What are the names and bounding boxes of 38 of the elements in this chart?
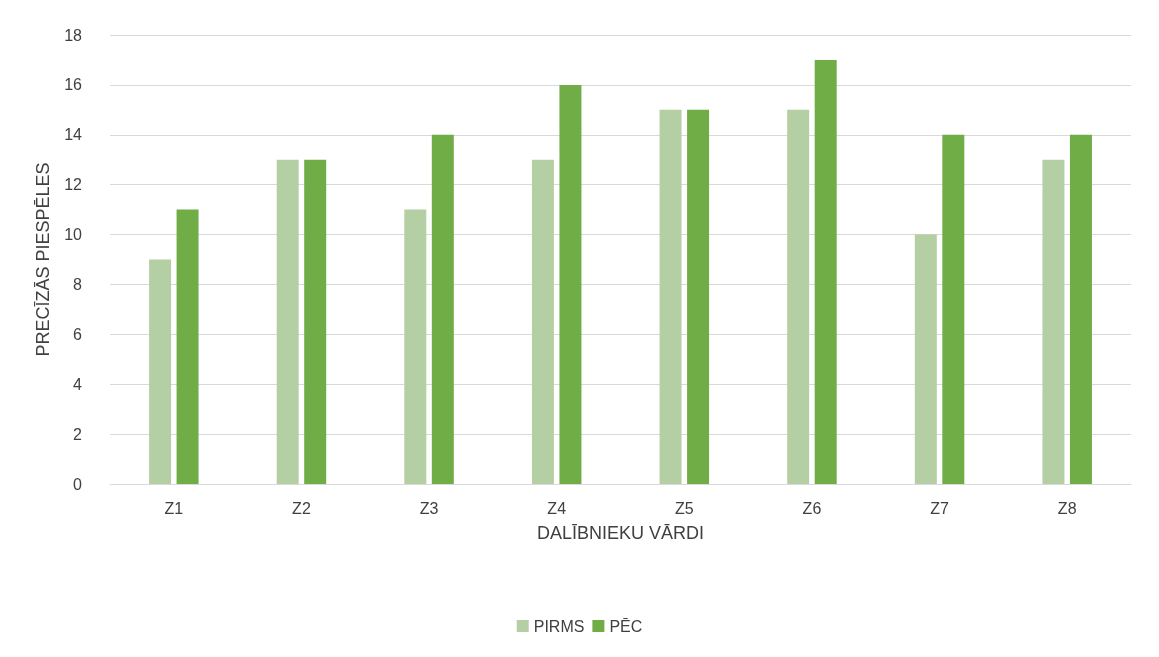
bar (431, 134, 454, 484)
bar (1042, 159, 1065, 484)
x-tick-label: Z1 (164, 499, 184, 517)
bar (304, 159, 327, 484)
y-tick-label: 6 (73, 325, 83, 343)
y-tick-label: 12 (64, 176, 83, 194)
y-tick-label: 0 (73, 475, 83, 493)
bar (149, 259, 172, 484)
bar (687, 109, 710, 484)
x-tick-label: Z2 (292, 499, 311, 517)
bar (559, 84, 582, 484)
x-tick-label: Z3 (419, 499, 439, 517)
bar (942, 134, 965, 484)
y-tick-label: 18 (64, 26, 83, 44)
bar (787, 109, 810, 484)
y-tick-label: 2 (73, 425, 83, 443)
bar (914, 234, 937, 484)
y-axis-title: PRECĪZĀS PIESPĒLES (33, 162, 53, 357)
x-tick-label: Z6 (802, 499, 822, 517)
y-tick-label: 8 (73, 275, 83, 293)
x-tick-label: Z7 (930, 499, 949, 517)
legend-label: PĒC (609, 617, 643, 635)
bar (176, 209, 199, 484)
bar (814, 59, 837, 484)
legend-label: PIRMS (533, 617, 585, 635)
bar (531, 159, 554, 484)
x-tick-label: Z4 (547, 499, 567, 517)
x-tick-label: Z5 (674, 499, 694, 517)
y-tick-label: 10 (64, 226, 83, 244)
y-tick-label: 14 (64, 126, 83, 144)
bar (404, 209, 427, 484)
x-axis-title: DALĪBNIEKU VĀRDI (536, 523, 705, 543)
bar (659, 109, 682, 484)
bar (276, 159, 299, 484)
x-tick-label: Z8 (1057, 499, 1077, 517)
bar (1069, 134, 1092, 484)
y-tick-label: 16 (64, 76, 83, 94)
y-tick-label: 4 (73, 375, 83, 393)
